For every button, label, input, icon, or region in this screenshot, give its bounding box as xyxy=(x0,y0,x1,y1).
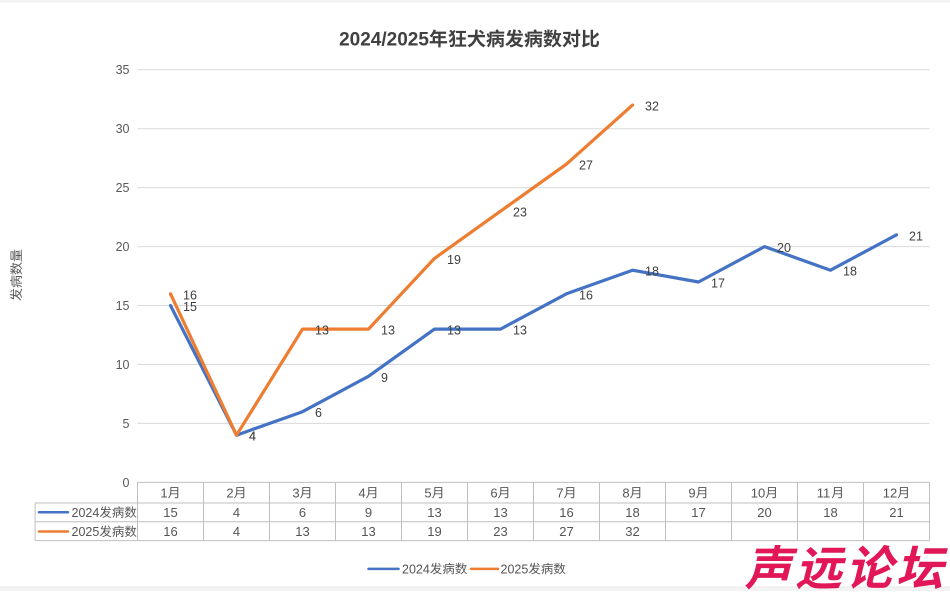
svg-text:35: 35 xyxy=(116,63,130,77)
svg-text:0: 0 xyxy=(123,476,130,490)
svg-text:13: 13 xyxy=(427,505,441,520)
svg-text:16: 16 xyxy=(559,505,573,520)
svg-text:25: 25 xyxy=(116,181,130,195)
svg-text:2024: 2024 xyxy=(402,562,430,576)
svg-text:19: 19 xyxy=(447,253,461,267)
svg-text:4: 4 xyxy=(233,524,240,539)
svg-text:9: 9 xyxy=(381,371,388,385)
svg-text:5: 5 xyxy=(424,485,431,500)
svg-text:9: 9 xyxy=(365,505,372,520)
svg-text:6: 6 xyxy=(490,485,497,500)
svg-text:10: 10 xyxy=(116,358,130,372)
svg-text:2025: 2025 xyxy=(72,525,100,539)
svg-text:13: 13 xyxy=(295,524,309,539)
svg-text:2024/2025: 2024/2025 xyxy=(339,30,429,51)
svg-text:18: 18 xyxy=(843,265,857,279)
svg-text:5: 5 xyxy=(123,417,130,431)
svg-text:12: 12 xyxy=(883,485,897,500)
svg-text:13: 13 xyxy=(315,324,329,338)
svg-text:4: 4 xyxy=(358,485,365,500)
svg-text:3: 3 xyxy=(292,485,299,500)
svg-text:27: 27 xyxy=(559,524,573,539)
svg-text:4: 4 xyxy=(249,430,256,444)
svg-text:13: 13 xyxy=(361,524,375,539)
svg-text:32: 32 xyxy=(645,100,659,114)
svg-text:4: 4 xyxy=(233,505,240,520)
svg-text:13: 13 xyxy=(513,324,527,338)
svg-text:21: 21 xyxy=(909,229,923,243)
svg-text:13: 13 xyxy=(493,505,507,520)
svg-text:7: 7 xyxy=(556,485,563,500)
svg-text:16: 16 xyxy=(163,524,177,539)
svg-text:30: 30 xyxy=(116,122,130,136)
svg-text:13: 13 xyxy=(381,324,395,338)
svg-text:17: 17 xyxy=(691,505,705,520)
svg-text:13: 13 xyxy=(447,324,461,338)
svg-text:21: 21 xyxy=(889,505,903,520)
svg-text:18: 18 xyxy=(645,265,659,279)
svg-text:9: 9 xyxy=(688,485,695,500)
svg-text:4: 4 xyxy=(249,430,256,444)
svg-text:15: 15 xyxy=(183,300,197,314)
svg-text:27: 27 xyxy=(579,159,593,173)
svg-text:18: 18 xyxy=(823,505,837,520)
svg-text:19: 19 xyxy=(427,524,441,539)
svg-text:20: 20 xyxy=(777,241,791,255)
svg-text:23: 23 xyxy=(493,524,507,539)
svg-text:2024: 2024 xyxy=(72,506,100,520)
svg-text:20: 20 xyxy=(757,505,771,520)
svg-text:18: 18 xyxy=(625,505,639,520)
svg-text:20: 20 xyxy=(116,240,130,254)
svg-text:16: 16 xyxy=(579,288,593,302)
svg-text:6: 6 xyxy=(299,505,306,520)
svg-text:17: 17 xyxy=(711,277,725,291)
svg-text:8: 8 xyxy=(622,485,629,500)
svg-text:6: 6 xyxy=(315,406,322,420)
svg-text:16: 16 xyxy=(183,288,197,302)
svg-text:10: 10 xyxy=(751,485,765,500)
svg-text:15: 15 xyxy=(163,505,177,520)
svg-text:1: 1 xyxy=(160,485,167,500)
svg-text:2: 2 xyxy=(226,485,233,500)
svg-text:32: 32 xyxy=(625,524,639,539)
svg-text:23: 23 xyxy=(513,206,527,220)
svg-text:11: 11 xyxy=(817,485,831,500)
svg-text:2025: 2025 xyxy=(501,562,529,576)
svg-text:15: 15 xyxy=(116,299,130,313)
